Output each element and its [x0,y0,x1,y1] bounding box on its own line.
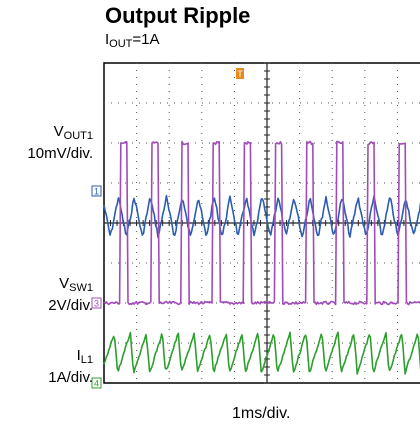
channel-marker-sw1 [91,297,102,309]
channel-marker-label: 1 [94,187,99,197]
condition-label: IOUT=1A [105,31,160,50]
channel-label-vout1: VOUT1 10mV/div. [27,123,93,162]
channel-label-il1: IL1 1A/div. [48,347,93,386]
chart-title: Output Ripple [105,3,251,28]
trace-vsw1 [103,140,420,306]
trigger-marker-label: T [237,69,243,79]
trace-il1 [103,331,420,375]
channel-marker-l1 [91,377,102,389]
channel-marker-label: 4 [94,379,99,389]
channel-marker-out1 [91,185,102,197]
channel-marker-label: 3 [94,299,99,309]
channel-label-vsw1: VSW1 2V/div. [48,275,93,314]
x-scale-label: 1ms/div. [232,405,291,422]
trigger-marker [236,68,244,79]
